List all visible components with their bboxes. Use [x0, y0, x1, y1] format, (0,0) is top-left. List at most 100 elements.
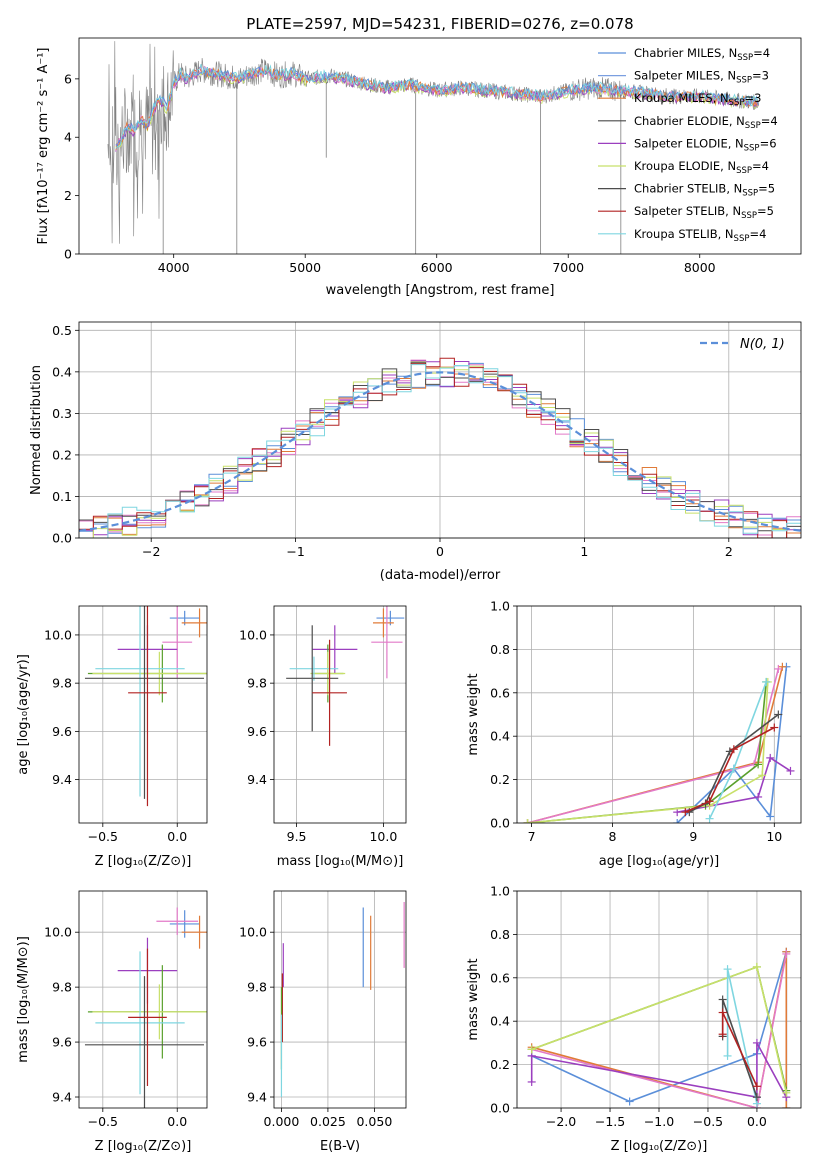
legend-label: Chabrier ELODIE, NSSP=4 [634, 114, 778, 131]
spectrum-model-kroupa_stelib [115, 63, 759, 149]
x-tick-label: 7 [528, 829, 536, 844]
y-tick-label: 9.6 [52, 1035, 72, 1050]
age-vs-Z-xlabel: Z [log₁₀(Z/Z⊙)] [95, 854, 192, 869]
legend-label: Kroupa ELODIE, NSSP=4 [634, 159, 769, 176]
mass-vs-EBV-panel: 0.000 0.025 0.050 9.4 9.6 9.8 10.0 E(B-V) [239, 890, 407, 1154]
y-tick-label: 0.0 [52, 531, 72, 546]
y-tick-label: 0.0 [490, 1101, 510, 1116]
x-tick-label: −0.5 [693, 1114, 723, 1129]
x-tick-label: 0.0 [167, 1114, 187, 1129]
x-tick-label: −1 [286, 544, 304, 559]
residuals-xlabel: (data-model)/error [380, 568, 501, 583]
legend-label: Salpeter STELIB, NSSP=5 [634, 204, 774, 221]
y-tick-label: 0.4 [52, 364, 72, 379]
y-tick-label: 4 [64, 130, 72, 145]
x-tick-label: −2.0 [546, 1114, 576, 1129]
age-vs-Z-panel: −0.5 0.0 9.4 9.6 9.8 10.0 Z [log₁₀(Z/Z⊙)] age [… [16, 605, 208, 869]
y-tick-label: 9.4 [52, 772, 72, 787]
x-tick-label: 1 [580, 544, 588, 559]
mass-weight-vs-Z-xlabel: Z [log₁₀(Z/Z⊙)] [611, 1139, 708, 1154]
y-tick-label: 10.0 [44, 627, 72, 642]
legend-count: =4 [752, 159, 769, 173]
y-tick-label: 0.5 [52, 323, 72, 338]
legend-subscript: SSP [729, 98, 745, 108]
figure-title: PLATE=2597, MJD=54231, FIBERID=0276, z=0… [246, 15, 633, 33]
normal-distribution-curve [79, 371, 801, 532]
age-vs-mass-plot-area [286, 606, 405, 746]
mass-weight-vs-age-xlabel: age [log₁₀(age/yr)] [599, 854, 720, 869]
legend-label: N(0, 1) [740, 337, 785, 352]
axes-frame [78, 37, 802, 255]
spectrum-ylabel: Flux [fλ10⁻¹⁷ erg cm⁻² s⁻¹ A⁻¹] [36, 48, 51, 245]
legend-label: Chabrier STELIB, NSSP=5 [634, 182, 775, 199]
mass-weight-series-kroupa_elodie [527, 681, 769, 823]
y-tick-label: 9.6 [52, 724, 72, 739]
age-vs-Z-plot-area [84, 606, 207, 807]
y-tick-label: 9.4 [247, 1090, 267, 1105]
x-tick-label: 2 [725, 544, 733, 559]
y-tick-label: 0.3 [52, 406, 72, 421]
y-tick-label: 0.0 [490, 816, 510, 831]
axes-frame [78, 605, 208, 824]
y-tick-label: 0.8 [490, 927, 510, 942]
mass-weight-vs-Z-plot-area [527, 947, 791, 1108]
age-vs-mass-panel: 9.5 10.0 9.4 9.6 9.8 10.0 mass [log₁₀(M/M⊙)] [239, 605, 407, 869]
legend-subscript: SSP [742, 189, 758, 199]
mass-vs-EBV-xlabel: E(B-V) [320, 1139, 360, 1154]
x-tick-label: 10.0 [369, 829, 397, 844]
x-tick-label: 9 [689, 829, 697, 844]
x-tick-label: 4000 [158, 260, 190, 275]
axes-frame [78, 890, 208, 1109]
x-tick-label: 0.000 [264, 1114, 300, 1129]
mass-weight-series-salpeter_elodie [677, 756, 791, 813]
residual-histogram-salpeter_stelib [79, 357, 801, 538]
mass-vs-Z-ylabel: mass [log₁₀(M/M⊙)] [16, 936, 31, 1063]
legend-count: =6 [760, 136, 777, 150]
axes-frame [273, 605, 407, 824]
x-tick-label: 8000 [684, 260, 716, 275]
mass-weight-series-chabrier_miles [676, 666, 788, 823]
mass-vs-Z-panel: −0.5 0.0 9.4 9.6 9.8 10.0 Z [log₁₀(Z/Z⊙)] mass … [16, 890, 208, 1154]
x-tick-label: 0.0 [747, 1114, 767, 1129]
y-tick-label: 9.8 [247, 980, 267, 995]
y-tick-label: 0.4 [490, 729, 510, 744]
y-tick-label: 1.0 [490, 884, 510, 899]
age-vs-Z-ylabel: age [log₁₀(age/yr)] [16, 654, 31, 775]
x-tick-label: 0.050 [356, 1114, 392, 1129]
legend-subscript: SSP [745, 121, 761, 131]
mass-weight-vs-Z-panel: −2.0 −1.5 −1.0 −0.5 0.0 0.0 0.2 0.4 0.6 0.8 1.0 Z [… [466, 884, 802, 1154]
legend-count: =5 [758, 182, 775, 196]
x-tick-label: −1.5 [595, 1114, 625, 1129]
x-tick-label: 9.5 [287, 829, 307, 844]
mass-weight-series-salpeter_stelib [684, 726, 775, 813]
mass-weight-vs-Z-ylabel: mass weight [466, 958, 481, 1040]
mass-vs-Z-xlabel: Z [log₁₀(Z/Z⊙)] [95, 1139, 192, 1154]
y-tick-label: 9.6 [247, 724, 267, 739]
y-tick-label: 0.6 [490, 685, 510, 700]
legend-count: =4 [753, 46, 770, 60]
y-tick-label: 0.2 [490, 772, 510, 787]
y-tick-label: 0.2 [490, 1057, 510, 1072]
x-tick-label: 0.0 [167, 829, 187, 844]
legend-subscript: SSP [741, 211, 757, 221]
legend-subscript: SSP [734, 234, 750, 244]
legend-count: =4 [761, 114, 778, 128]
x-tick-label: −2 [142, 544, 160, 559]
spectrum-plot-area [107, 41, 759, 254]
axes-frame [516, 890, 802, 1109]
legend-label: Chabrier MILES, NSSP=4 [634, 46, 770, 63]
legend-subscript: SSP [744, 143, 760, 153]
residual-histogram-chabrier_stelib [79, 362, 801, 538]
x-tick-label: 0.025 [310, 1114, 346, 1129]
axes-frame [78, 321, 802, 539]
x-tick-label: 0 [436, 544, 444, 559]
residuals-ylabel: Normed distribution [29, 365, 44, 495]
y-tick-label: 0.2 [52, 447, 72, 462]
x-tick-label: −1.0 [644, 1114, 674, 1129]
spectrum-panel: 4000 5000 6000 7000 8000 0 2 4 6 wavelength [Angs… [36, 37, 802, 298]
legend-subscript: SSP [736, 76, 752, 86]
y-tick-label: 0 [64, 247, 72, 262]
legend-label: Salpeter ELODIE, NSSP=6 [634, 136, 777, 153]
y-tick-label: 9.8 [52, 980, 72, 995]
